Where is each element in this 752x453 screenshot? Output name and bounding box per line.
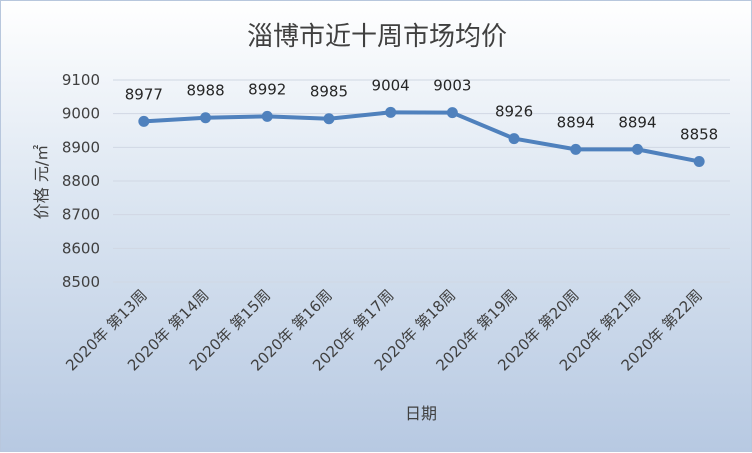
- data-label: 8988: [186, 82, 224, 100]
- data-point: [508, 133, 520, 145]
- data-label: 8926: [495, 103, 533, 121]
- data-point: [138, 115, 150, 127]
- y-axis-title: 价格 元/㎡: [32, 145, 51, 219]
- y-tick-label: 8600: [62, 239, 100, 257]
- y-tick-label: 8900: [62, 138, 100, 156]
- y-tick-label: 8700: [62, 206, 100, 224]
- data-point: [200, 112, 212, 124]
- data-point: [446, 107, 458, 119]
- chart-title: 淄博市近十周市场均价: [247, 22, 507, 52]
- data-point: [323, 113, 335, 125]
- data-point: [261, 110, 273, 122]
- y-tick-label: 8800: [62, 172, 100, 190]
- data-label: 8894: [618, 113, 656, 131]
- x-axis-title: 日期: [405, 404, 437, 423]
- y-tick-label: 8500: [62, 273, 100, 291]
- data-label: 8977: [125, 85, 163, 103]
- data-point: [385, 106, 397, 118]
- data-label: 8894: [557, 113, 595, 131]
- data-label: 9004: [372, 76, 410, 94]
- data-label: 9003: [433, 77, 471, 95]
- data-label: 8858: [680, 125, 718, 143]
- data-point: [631, 143, 643, 155]
- y-tick-label: 9100: [62, 71, 100, 89]
- data-label: 8985: [310, 83, 348, 101]
- data-point: [693, 155, 705, 167]
- data-label: 8992: [248, 80, 286, 98]
- y-tick-label: 9000: [62, 105, 100, 123]
- data-point: [570, 143, 582, 155]
- series-line: [141, 110, 702, 164]
